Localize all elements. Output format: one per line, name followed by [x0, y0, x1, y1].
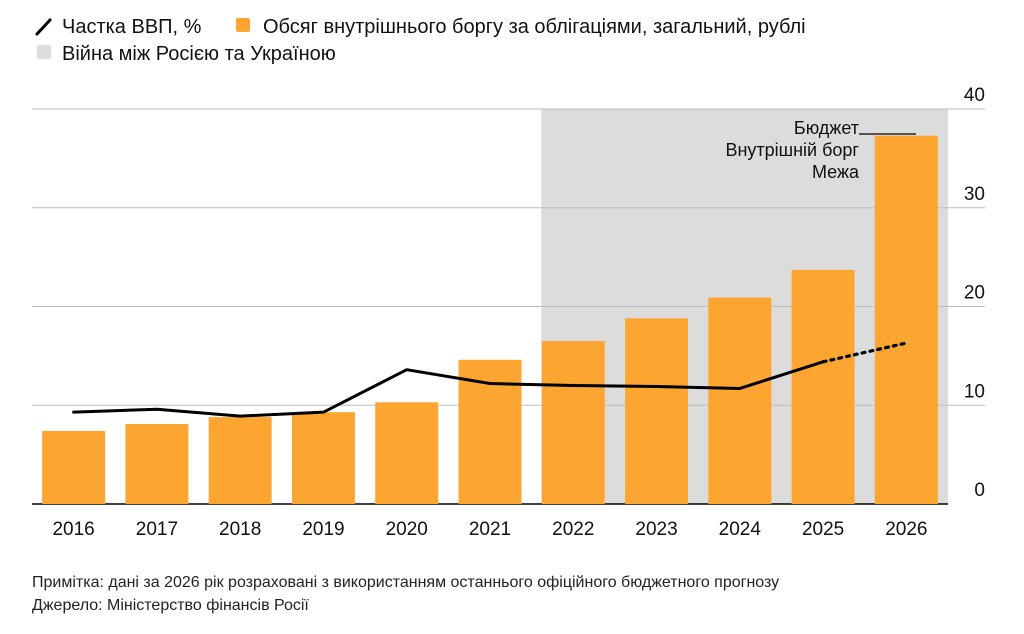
bar-2016	[42, 430, 106, 504]
line-series	[72, 341, 908, 418]
annotation-line-2: Внутрішній борг	[725, 140, 859, 160]
footer-source: Джерело: Міністерство фінансів Росії	[32, 597, 309, 614]
legend-line-label: Частка ВВП, %	[62, 16, 202, 38]
line-forecast-dashed	[821, 341, 908, 364]
legend-line-swatch	[35, 18, 52, 36]
y-tick-label-20: 20	[964, 283, 985, 304]
bar-2023	[625, 318, 689, 504]
x-axis-ticks: 2016 2017 2018 2019 2020 2021 2022 2023 2024 2025…	[52, 519, 927, 540]
legend-bar-label: Обсяг внутрішнього боргу за облігаціями,…	[263, 16, 806, 38]
x-tick-label-2022: 2022	[552, 519, 594, 540]
bar-2026	[874, 135, 938, 504]
footer-note: Примітка: дані за 2026 рік розраховані з…	[32, 574, 780, 591]
bar-2024	[708, 297, 772, 504]
legend-bar-swatch	[236, 18, 250, 32]
legend-item-shade: Війна між Росією та Україною	[37, 43, 336, 65]
x-tick-label-2019: 2019	[302, 519, 344, 540]
x-tick-label-2018: 2018	[219, 519, 261, 540]
bar-2021	[458, 359, 522, 504]
bar-series	[42, 135, 938, 504]
bar-2022	[541, 341, 605, 504]
bar-2017	[125, 424, 189, 504]
x-tick-label-2016: 2016	[52, 519, 94, 540]
bar-2018	[208, 417, 272, 504]
x-tick-label-2024: 2024	[719, 519, 762, 540]
x-tick-label-2020: 2020	[386, 519, 428, 540]
x-tick-label-2021: 2021	[469, 519, 511, 540]
y-tick-label-30: 30	[964, 184, 985, 205]
y-tick-label-10: 10	[964, 381, 985, 402]
legend-item-line: Частка ВВП, %	[35, 16, 202, 38]
x-tick-label-2025: 2025	[802, 519, 844, 540]
x-tick-label-2026: 2026	[885, 519, 927, 540]
y-axis-ticks: 0 10 20 30 40	[964, 85, 985, 501]
annotation-line-1: Бюджет	[794, 118, 859, 138]
legend: Частка ВВП, % Обсяг внутрішнього боргу з…	[35, 16, 806, 65]
y-tick-label-0: 0	[974, 480, 985, 501]
bar-2019	[291, 412, 355, 504]
x-tick-label-2023: 2023	[635, 519, 677, 540]
legend-shade-swatch	[37, 45, 51, 59]
x-tick-label-2017: 2017	[136, 519, 178, 540]
bar-2025	[791, 269, 855, 504]
annotation: Бюджет Внутрішній борг Межа	[725, 118, 916, 182]
line-solid	[72, 360, 825, 418]
bar-2020	[375, 402, 439, 504]
legend-shade-label: Війна між Росією та Україною	[62, 43, 336, 65]
legend-item-bar: Обсяг внутрішнього боргу за облігаціями,…	[236, 16, 806, 38]
y-tick-label-40: 40	[964, 85, 985, 106]
annotation-line-3: Межа	[812, 162, 860, 182]
